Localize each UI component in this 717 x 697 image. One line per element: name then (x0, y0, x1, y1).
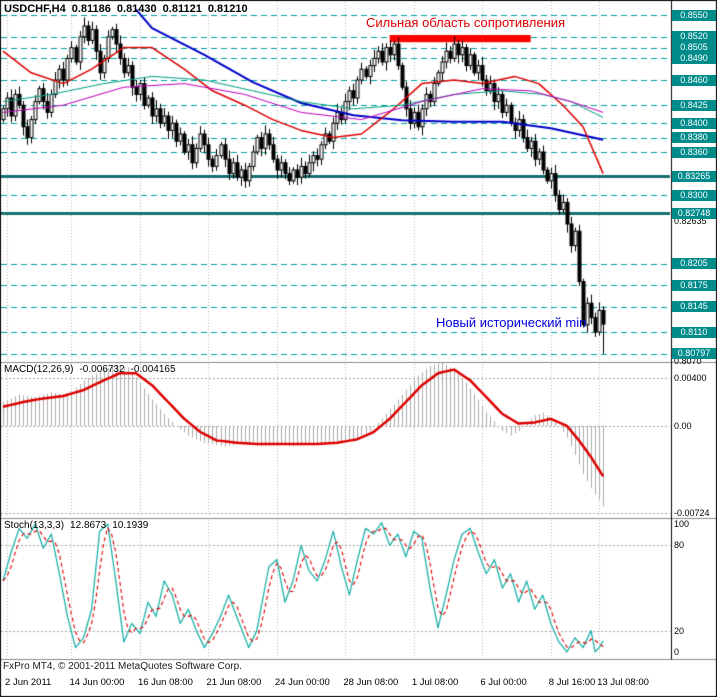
price-level-label: 0.8520 (672, 31, 716, 43)
price-level-label: 0.80797 (672, 348, 716, 360)
price-level-label: 0.8145 (672, 301, 716, 313)
price-level-label: 0.8425 (672, 99, 716, 111)
date-label: 8 Jul 16:00 (548, 677, 596, 688)
macd-scale-label: -0.00724 (674, 507, 710, 518)
copyright-text: FxPro MT4, © 2001-2011 MetaQuotes Softwa… (3, 661, 242, 672)
price-level-label: 0.8360 (672, 146, 716, 158)
ohlc-high: 0.81430 (116, 3, 157, 15)
chart-header: USDCHF,H4 0.81186 0.81430 0.81121 0.81210 (4, 3, 254, 15)
stoch-scale-label: 0 (674, 647, 680, 657)
ohlc-low: 0.81121 (162, 3, 202, 15)
price-tick-label: 0.82635 (674, 216, 707, 227)
date-label: 1 Jul 08:00 (411, 677, 459, 688)
stoch-name: Stoch(13,3,3) (4, 520, 65, 531)
price-level-label: 0.8460 (672, 74, 716, 86)
date-label: 28 Jun 08:00 (343, 677, 399, 688)
symbol-timeframe: USDCHF,H4 (4, 3, 66, 15)
price-level-label: 0.8110 (672, 326, 716, 338)
price-tick-label: 0.8070 (674, 355, 702, 366)
macd-name: MACD(12,26,9) (4, 364, 74, 375)
stoch-scale-label: 100 (674, 519, 690, 529)
price-level-label: 0.8505 (672, 42, 716, 54)
resistance-annotation[interactable]: Сильная область сопротивления (366, 15, 566, 30)
price-level-label: 0.8300 (672, 189, 716, 201)
date-label: 21 Jun 08:00 (206, 677, 262, 688)
macd-scale-label: 0.00400 (674, 373, 707, 383)
stoch-d-value: 10.1939 (112, 520, 149, 531)
price-level-label: 0.8490 (672, 52, 716, 64)
stoch-scale-label: 20 (674, 625, 685, 636)
ohlc-open: 0.81186 (71, 3, 111, 15)
date-label: 13 Jul 08:00 (597, 677, 649, 688)
date-label: 24 Jun 00:00 (274, 677, 330, 688)
price-level-label: 0.8380 (672, 132, 716, 144)
macd-main-value: -0.006732 (79, 364, 125, 375)
price-level-label: 0.82748 (672, 207, 716, 219)
price-level-label: 0.8550 (672, 9, 716, 21)
stoch-indicator-label: Stoch(13,3,3) 12.8673 10.1939 (4, 520, 154, 531)
price-level-label: 0.8205 (672, 258, 716, 270)
ohlc-close: 0.81210 (207, 3, 248, 15)
stoch-k-value: 12.8673 (70, 520, 107, 531)
price-level-label: 0.8400 (672, 117, 716, 129)
macd-signal-value: -0.004165 (130, 364, 176, 375)
price-level-label: 0.83265 (672, 170, 716, 182)
date-label: 16 Jun 08:00 (137, 677, 193, 688)
date-label: 2 Jun 2011 (5, 677, 52, 688)
price-level-label: 0.8175 (672, 279, 716, 291)
historic-min-annotation[interactable]: Новый исторический min (436, 315, 587, 330)
macd-indicator-label: MACD(12,26,9) -0.006732 -0.004165 (4, 364, 182, 375)
date-label: 6 Jul 00:00 (480, 677, 527, 688)
date-label: 14 Jun 00:00 (69, 677, 125, 688)
stoch-scale-label: 80 (674, 540, 685, 551)
macd-scale-label: 0.00 (674, 421, 692, 431)
